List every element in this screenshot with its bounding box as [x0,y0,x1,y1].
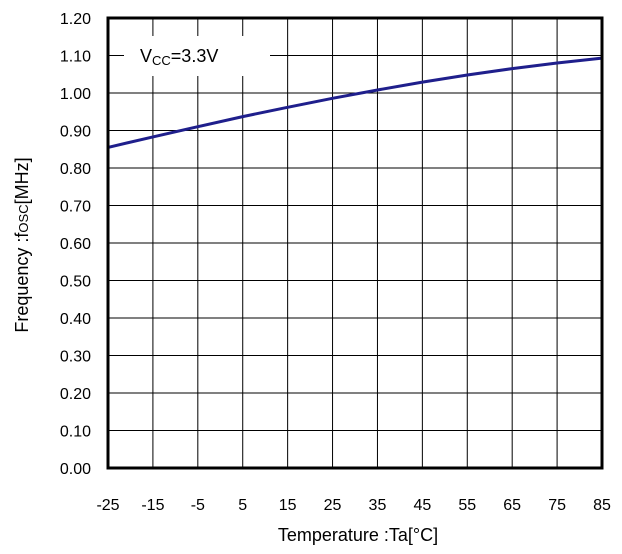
annotation-main: V [140,46,152,66]
x-tick-label: 15 [279,497,297,514]
y-tick-label: 1.20 [60,11,91,28]
y-tick-label: 0.40 [60,311,91,328]
annotation-box: VCC=3.3V [124,36,270,76]
x-tick-label: -25 [96,497,119,514]
y-tick-label: 0.50 [60,274,91,291]
x-tick-label: 65 [503,497,521,514]
y-tick-label: 0.60 [60,236,91,253]
vcc-annotation: VCC=3.3V [140,46,218,68]
y-tick-label: 0.20 [60,386,91,403]
y-axis-label-main: Frequency :f [12,232,32,333]
series-line [107,56,603,149]
y-tick-label: 0.30 [60,349,91,366]
x-tick-label: 35 [369,497,387,514]
y-axis-label-unit: [MHz] [12,157,32,204]
y-axis-label-sub: OSC [16,204,31,232]
x-tick-labels: -25 -15 -5 5 15 25 35 45 55 65 75 85 [96,497,611,514]
x-tick-label: 55 [458,497,476,514]
x-tick-label: -5 [191,497,205,514]
x-tick-label: 45 [413,497,431,514]
annotation-background [124,36,270,76]
grid-lines [107,17,603,469]
x-tick-label: 25 [324,497,342,514]
x-tick-label: -15 [141,497,164,514]
x-axis-label: Temperature :Ta[°C] [278,525,438,545]
annotation-sub: CC [152,53,171,68]
y-tick-label: 0.70 [60,199,91,216]
annotation-rest: =3.3V [171,46,219,66]
y-axis-label: Frequency :fOSC[MHz] [12,157,32,332]
y-tick-label: 0.90 [60,124,91,141]
x-tick-label: 75 [548,497,566,514]
x-tick-label: 5 [238,497,247,514]
y-tick-label: 0.80 [60,161,91,178]
y-tick-label: 0.10 [60,424,91,441]
y-tick-labels: 0.00 0.10 0.20 0.30 0.40 0.50 0.60 0.70 0.80 0.90… [60,11,91,478]
series-layer [107,56,603,149]
plot-frame [106,16,604,470]
y-tick-label: 0.00 [60,461,91,478]
x-tick-label: 85 [593,497,611,514]
y-tick-label: 1.00 [60,86,91,103]
y-tick-label: 1.10 [60,49,91,66]
